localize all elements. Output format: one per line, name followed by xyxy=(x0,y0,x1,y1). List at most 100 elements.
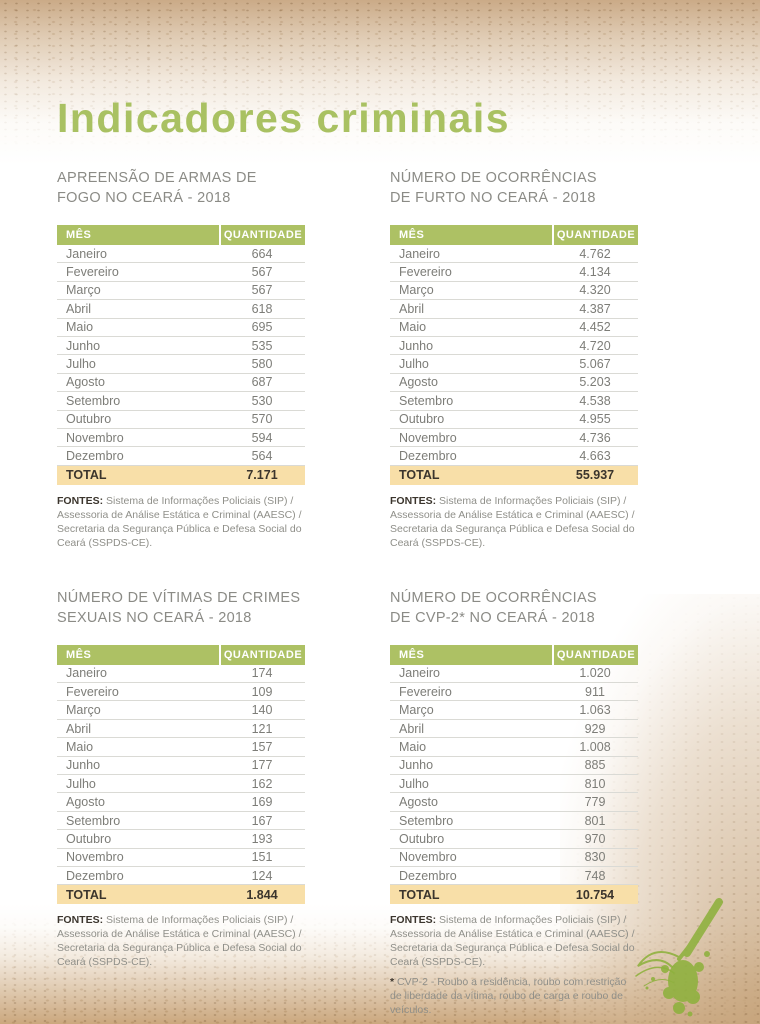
sources-text: Sistema de Informações Policiais (SIP) /… xyxy=(390,914,635,969)
month-cell: Setembro xyxy=(399,393,454,408)
table-row: Março 1.063 xyxy=(390,701,638,720)
quantity-cell: 4.720 xyxy=(579,338,611,353)
table-row: Fevereiro 567 xyxy=(57,263,305,282)
table-row: Novembro 151 xyxy=(57,849,305,867)
table-row: Junho 4.720 xyxy=(390,337,638,356)
table-row: Junho 535 xyxy=(57,337,305,356)
month-cell: Setembro xyxy=(66,393,121,408)
quantity-cell: 801 xyxy=(584,813,606,828)
data-table: MÊS QUANTIDADE Janeiro 1.020 Fevereiro 911 M… xyxy=(390,644,638,905)
quantity-cell: 810 xyxy=(584,776,606,791)
quantity-cell: 618 xyxy=(251,301,273,316)
sources-label: FONTES: xyxy=(390,914,437,927)
table-row: Maio 695 xyxy=(57,319,305,337)
month-column-header: MÊS xyxy=(399,648,425,661)
month-cell: Setembro xyxy=(399,813,454,828)
table-row: Agosto 687 xyxy=(57,374,305,393)
table-row: Fevereiro 4.134 xyxy=(390,263,638,282)
table-row: Outubro 4.955 xyxy=(390,411,638,429)
table-row: Agosto 5.203 xyxy=(390,374,638,393)
month-cell: Dezembro xyxy=(66,868,124,883)
section-crimes-sexuais: NÚMERO DE VÍTIMAS DE CRIMES SEXUAIS NO C… xyxy=(57,588,305,1018)
quantity-cell: 157 xyxy=(251,739,273,754)
section-title-line2: SEXUAIS NO CEARÁ - 2018 xyxy=(57,609,252,626)
quantity-cell: 4.134 xyxy=(579,265,611,280)
table-row: Abril 4.387 xyxy=(390,300,638,319)
table-row: Junho 177 xyxy=(57,757,305,776)
month-cell: Março xyxy=(399,703,434,718)
table-body: Janeiro 4.762 Fevereiro 4.134 Março 4.320 Abri… xyxy=(390,245,638,466)
table-row: Dezembro 564 xyxy=(57,447,305,466)
table-header-row: MÊS QUANTIDADE xyxy=(57,225,305,245)
quantity-cell: 151 xyxy=(251,850,273,865)
quantity-column-header: QUANTIDADE xyxy=(552,644,638,665)
quantity-cell: 140 xyxy=(251,703,273,718)
month-cell: Novembro xyxy=(66,430,124,445)
month-cell: Dezembro xyxy=(399,868,457,883)
month-cell: Outubro xyxy=(399,831,445,846)
sources-text: Sistema de Informações Policiais (SIP) /… xyxy=(390,494,635,549)
table-row: Janeiro 1.020 xyxy=(390,665,638,684)
quantity-cell: 4.452 xyxy=(579,320,611,335)
month-cell: Agosto xyxy=(66,375,105,390)
sources-note: FONTES: Sistema de Informações Policiais… xyxy=(390,494,638,550)
table-body: Janeiro 174 Fevereiro 109 Março 140 Abril 121 Ma… xyxy=(57,665,305,886)
total-value: 55.937 xyxy=(575,468,615,483)
table-row: Julho 580 xyxy=(57,355,305,374)
table-row: Setembro 4.538 xyxy=(390,392,638,411)
quantity-cell: 4.762 xyxy=(579,246,611,261)
month-cell: Maio xyxy=(399,320,427,335)
table-row: Dezembro 748 xyxy=(390,867,638,886)
total-label: TOTAL xyxy=(399,887,440,902)
quantity-cell: 109 xyxy=(251,684,273,699)
total-value: 7.171 xyxy=(246,468,278,483)
month-cell: Julho xyxy=(66,357,96,372)
quantity-cell: 5.203 xyxy=(579,375,611,390)
table-row: Março 140 xyxy=(57,701,305,720)
quantity-cell: 779 xyxy=(584,795,606,810)
quantity-cell: 530 xyxy=(251,393,273,408)
footnote-marker: * xyxy=(390,976,395,989)
quantity-cell: 169 xyxy=(251,795,273,810)
month-cell: Janeiro xyxy=(399,666,440,681)
quantity-cell: 162 xyxy=(251,776,273,791)
quantity-column-header: QUANTIDADE xyxy=(219,644,305,665)
table-row: Agosto 169 xyxy=(57,793,305,812)
table-row: Julho 5.067 xyxy=(390,355,638,374)
month-cell: Abril xyxy=(66,721,92,736)
month-cell: Abril xyxy=(399,721,425,736)
sources-label: FONTES: xyxy=(390,494,437,507)
sources-text: Sistema de Informações Policiais (SIP) /… xyxy=(57,494,302,549)
page-content: Indicadores criminais APREENSÃO DE ARMAS… xyxy=(57,95,703,1017)
data-table: MÊS QUANTIDADE Janeiro 664 Fevereiro 567 Mar… xyxy=(57,225,305,485)
month-cell: Dezembro xyxy=(399,448,457,463)
section-title-line2: DE FURTO NO CEARÁ - 2018 xyxy=(390,190,596,206)
month-cell: Janeiro xyxy=(66,666,107,681)
quantity-cell: 121 xyxy=(251,721,273,736)
table-header-row: MÊS QUANTIDADE xyxy=(390,225,638,245)
data-table: MÊS QUANTIDADE Janeiro 4.762 Fevereiro 4.13… xyxy=(390,225,638,485)
table-row: Junho 885 xyxy=(390,757,638,776)
section-title-line2: FOGO NO CEARÁ - 2018 xyxy=(57,190,231,206)
quantity-cell: 5.067 xyxy=(579,357,611,372)
month-cell: Fevereiro xyxy=(399,684,452,699)
table-row: Dezembro 124 xyxy=(57,867,305,886)
table-row: Fevereiro 109 xyxy=(57,683,305,702)
table-row: Outubro 193 xyxy=(57,830,305,849)
table-row: Maio 1.008 xyxy=(390,738,638,757)
month-cell: Junho xyxy=(399,758,434,773)
month-cell: Janeiro xyxy=(399,246,440,261)
month-cell: Maio xyxy=(399,739,427,754)
section-title-line1: APREENSÃO DE ARMAS DE xyxy=(57,170,257,186)
total-value: 1.844 xyxy=(246,887,278,902)
month-cell: Fevereiro xyxy=(66,265,119,280)
footnote-text: CVP-2 - Roubo a residência, roubo com re… xyxy=(390,976,627,1017)
section-title: NÚMERO DE VÍTIMAS DE CRIMES SEXUAIS NO C… xyxy=(57,588,305,628)
quantity-cell: 4.538 xyxy=(579,393,611,408)
section-title: NÚMERO DE OCORRÊNCIAS DE CVP-2* NO CEARÁ… xyxy=(390,588,638,628)
month-cell: Maio xyxy=(66,320,94,335)
section-cvp-2: NÚMERO DE OCORRÊNCIAS DE CVP-2* NO CEARÁ… xyxy=(390,588,638,1018)
section-title-line2: DE CVP-2* NO CEARÁ - 2018 xyxy=(390,609,595,626)
month-cell: Novembro xyxy=(399,430,457,445)
